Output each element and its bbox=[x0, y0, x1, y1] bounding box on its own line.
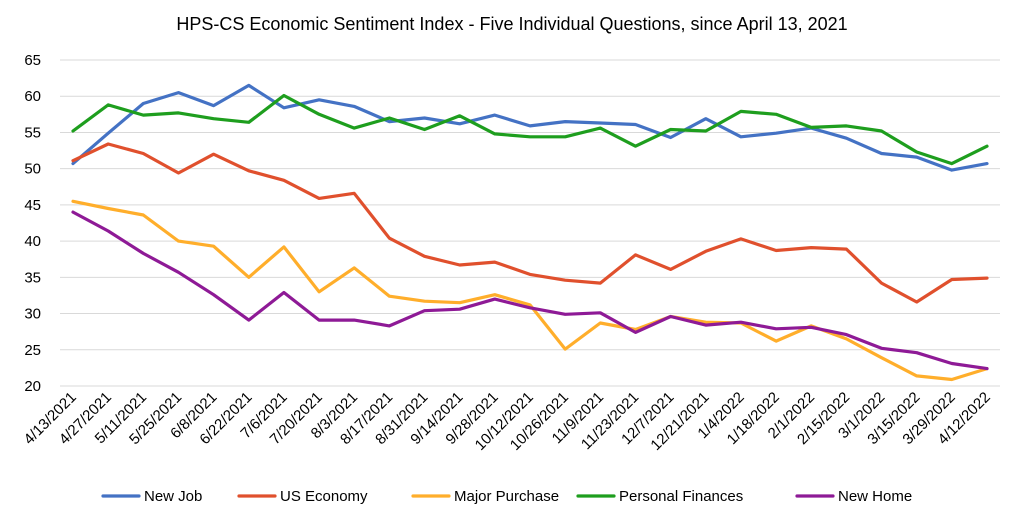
y-tick-label: 40 bbox=[24, 233, 41, 250]
y-tick-label: 25 bbox=[24, 342, 41, 359]
legend-label-us-economy: US Economy bbox=[280, 488, 368, 505]
y-tick-label: 35 bbox=[24, 269, 41, 286]
legend-label-major-purchase: Major Purchase bbox=[454, 488, 559, 505]
y-tick-label: 60 bbox=[24, 88, 41, 105]
y-tick-label: 20 bbox=[24, 378, 41, 395]
y-tick-label: 45 bbox=[24, 197, 41, 214]
legend-label-new-home: New Home bbox=[838, 488, 912, 505]
y-tick-label: 30 bbox=[24, 306, 41, 323]
gridlines bbox=[60, 59, 1000, 387]
series-line-new-home bbox=[71, 210, 989, 371]
y-axis-tick-labels: 20 25 30 35 40 45 50 55 60 65 bbox=[24, 52, 41, 395]
legend-label-new-job: New Job bbox=[144, 488, 202, 505]
chart-title: HPS-CS Economic Sentiment Index - Five I… bbox=[176, 14, 847, 34]
series-line-personal-finances bbox=[71, 93, 989, 166]
y-tick-label: 50 bbox=[24, 161, 41, 178]
series-line-us-economy bbox=[71, 142, 989, 304]
y-tick-label: 65 bbox=[24, 52, 41, 69]
y-tick-label: 55 bbox=[24, 124, 41, 141]
x-axis-tick-labels: 4/13/20214/27/20215/11/20215/25/20216/8/… bbox=[21, 389, 994, 454]
legend-label-personal-finances: Personal Finances bbox=[619, 488, 743, 505]
legend: New Job US Economy Major Purchase Personal … bbox=[101, 488, 912, 505]
series-lines bbox=[71, 83, 989, 382]
series-line-new-job bbox=[71, 83, 989, 172]
series-line-major-purchase bbox=[71, 199, 989, 382]
